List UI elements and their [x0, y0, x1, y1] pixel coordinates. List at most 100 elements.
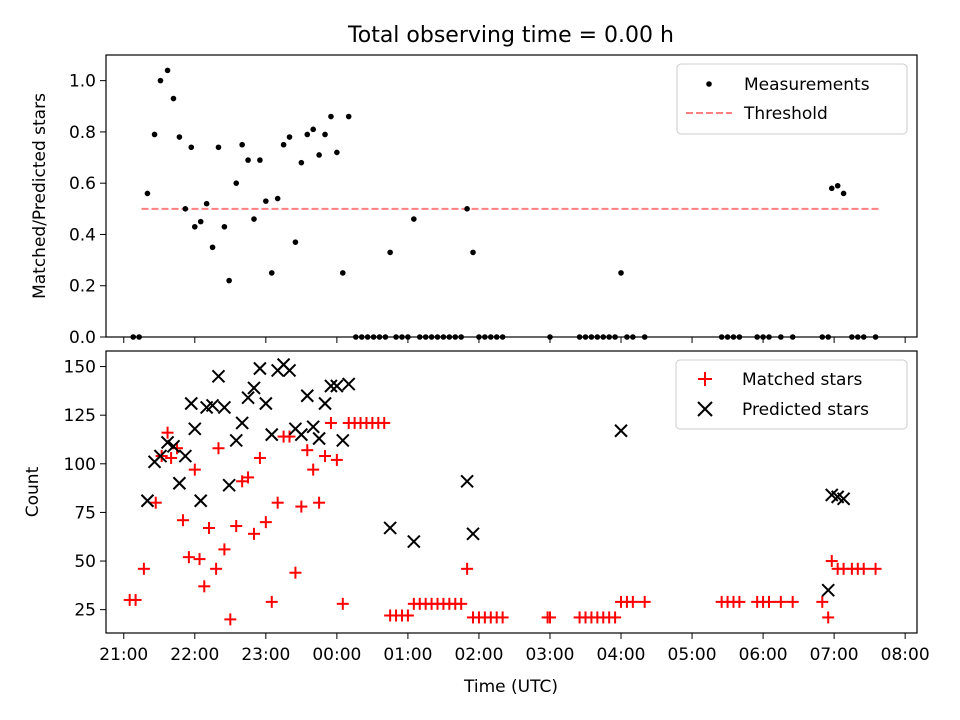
measurement-point — [760, 334, 766, 340]
measurement-point — [849, 334, 855, 340]
measurement-point — [239, 141, 245, 148]
measurement-point — [399, 334, 405, 340]
measurement-point — [547, 334, 553, 340]
matched-star-marker — [129, 593, 142, 606]
y-tick-label: 0.0 — [69, 328, 96, 348]
measurement-point — [209, 244, 216, 251]
matched-star-marker — [763, 595, 776, 608]
matched-star-marker — [307, 463, 320, 476]
predicted-star-marker — [407, 534, 421, 549]
y-tick-label: 1.0 — [69, 72, 96, 92]
measurement-point — [339, 270, 346, 276]
measurement-point — [405, 334, 411, 340]
measurement-point — [226, 277, 232, 284]
measurement-point — [310, 126, 316, 133]
predicted-star-stroke-b — [312, 431, 326, 446]
predicted-star-stroke-b — [166, 439, 181, 454]
predicted-star-stroke-b — [336, 433, 350, 448]
matched-star-marker — [336, 597, 349, 610]
predicted-star-marker — [247, 381, 261, 395]
x-tick-label: 22:00 — [170, 645, 219, 665]
predicted-star-marker — [211, 369, 226, 383]
predicted-star-stroke-b — [247, 381, 261, 395]
matched-star-marker — [230, 520, 243, 533]
x-tick-label: 05:00 — [668, 645, 717, 665]
top-panel: 0.0 0.2 0.4 0.6 0.8 1.0 Matched/Predicted sta… — [30, 54, 918, 348]
measurement-point — [322, 131, 328, 138]
measurement-point — [376, 334, 383, 340]
measurement-point — [428, 334, 435, 340]
measurement-point — [730, 334, 737, 340]
measurement-point — [789, 334, 796, 340]
y-tick-label: 100 — [64, 455, 96, 475]
predicted-star-stroke-b — [318, 396, 332, 411]
measurement-point — [576, 334, 583, 340]
measurement-point — [316, 152, 322, 158]
y-tick-label: 0.4 — [69, 225, 96, 245]
predicted-star-stroke-b — [160, 435, 175, 450]
measurement-point — [233, 180, 240, 186]
matched-star-marker — [265, 595, 278, 608]
x-tick-label: 01:00 — [383, 645, 432, 665]
matched-star-marker — [461, 562, 474, 575]
measurement-point — [482, 334, 488, 340]
predicted-star-marker — [460, 474, 474, 489]
predicted-star-marker — [318, 396, 332, 411]
matched-star-marker — [176, 514, 189, 527]
predicted-star-marker — [140, 494, 155, 508]
matched-star-marker — [224, 613, 237, 626]
predicted-star-stroke-b — [460, 474, 474, 489]
matched-star-marker — [822, 611, 835, 624]
measurement-point — [834, 182, 841, 189]
predicted-star-stroke-b — [324, 379, 338, 393]
measurement-point — [215, 144, 222, 151]
measurement-point — [736, 334, 743, 340]
bottom-plot-frame — [105, 350, 918, 634]
predicted-star-stroke-b — [253, 361, 267, 376]
predicted-star-marker — [342, 377, 356, 391]
measurement-point — [353, 334, 359, 340]
matched-star-marker — [857, 562, 870, 575]
matched-star-marker — [161, 426, 174, 439]
predicted-star-marker — [821, 583, 835, 597]
predicted-star-marker — [222, 478, 236, 492]
measurement-point — [594, 334, 601, 340]
legend-measurements-label: Measurements — [744, 75, 870, 95]
x-tick-label: 06:00 — [739, 645, 788, 665]
measurement-point — [476, 334, 482, 340]
predicted-star-marker — [253, 361, 267, 376]
predicted-star-stroke-b — [830, 490, 845, 504]
matched-star-marker — [193, 553, 206, 566]
measurement-point — [606, 334, 612, 340]
matched-star-marker — [825, 555, 838, 568]
measurement-point — [176, 134, 183, 140]
measurement-point — [345, 113, 352, 120]
measurement-point — [487, 334, 494, 340]
measurement-point — [251, 216, 257, 222]
matched-star-marker — [253, 451, 266, 464]
matched-star-marker — [212, 442, 225, 455]
measurement-point — [840, 190, 847, 197]
matched-star-marker — [283, 430, 296, 443]
measurement-point — [144, 190, 151, 197]
measurement-point — [203, 200, 210, 207]
measurement-point — [618, 270, 624, 276]
matched-star-marker — [378, 416, 391, 429]
predicted-star-marker — [235, 416, 249, 430]
matched-star-marker — [218, 543, 231, 556]
predicted-star-marker — [178, 449, 193, 463]
matched-star-marker — [210, 562, 223, 575]
predicted-star-marker — [383, 521, 397, 535]
predicted-stars-points — [140, 357, 851, 597]
matched-star-marker — [401, 609, 414, 622]
predicted-star-stroke-b — [294, 427, 309, 442]
matched-star-marker — [165, 451, 178, 464]
x-tick-label: 07:00 — [810, 645, 859, 665]
predicted-star-stroke-b — [259, 396, 273, 411]
predicted-star-marker — [166, 439, 181, 454]
measurement-point — [718, 334, 725, 340]
predicted-star-stroke-b — [172, 476, 187, 490]
predicted-star-stroke-b — [222, 478, 236, 492]
measurement-point — [766, 334, 772, 340]
